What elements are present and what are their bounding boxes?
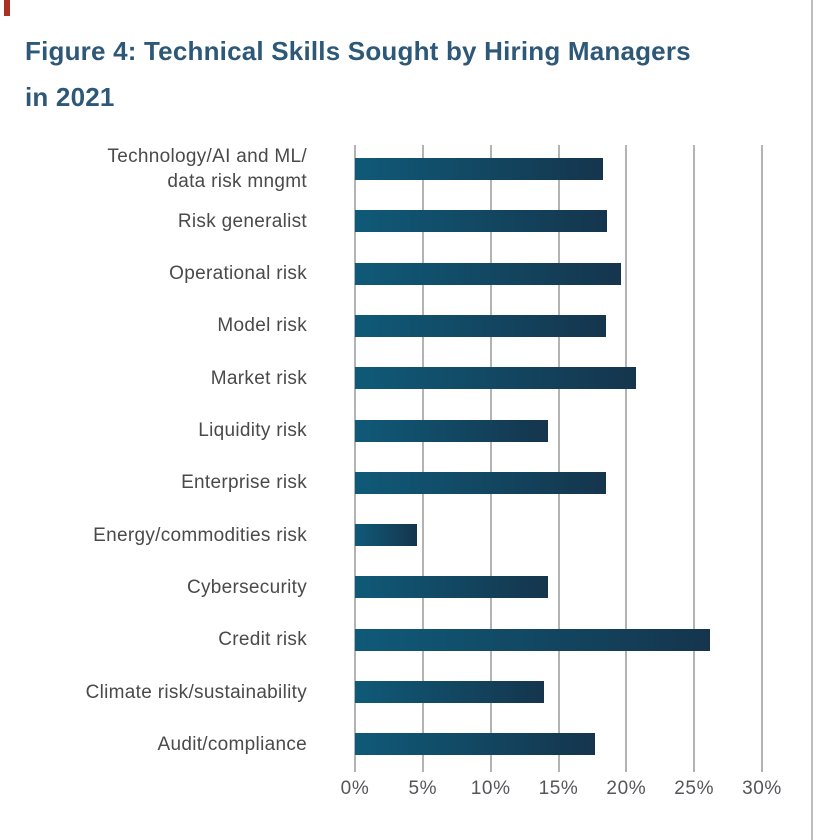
category-label: Market risk [210,367,307,389]
category-label: Operational risk [169,263,307,285]
chart-row: Operational risk [0,248,816,300]
chart-row: Enterprise risk [0,457,816,509]
bar [355,210,608,233]
category-label: Liquidity risk [198,420,307,441]
gridline [354,145,356,772]
x-axis-label: 15% [538,778,579,799]
category-label: Model risk [217,315,307,337]
category-label: Risk generalist [177,210,307,232]
x-axis-label: 10% [470,778,511,799]
chart-row: Model risk [0,300,816,352]
gridline [625,145,628,772]
bar [355,681,544,703]
gridline [557,145,560,772]
bar [355,628,711,651]
category-label: Cybersecurity [186,576,307,598]
x-axis-label: 20% [606,778,647,799]
category-label: Enterprise risk [181,472,307,494]
bar [355,576,548,599]
gridline [489,145,492,772]
x-axis-label: 5% [408,778,438,799]
figure-title-line2: in 2021 [25,82,115,112]
chart-row: Liquidity risk [0,405,816,457]
category-label: Energy/commodities risk [93,524,307,546]
chart-row: Climate risk/sustainability [0,666,816,718]
gridline [761,145,763,772]
category-label: Credit risk [218,629,307,651]
category-label: Climate risk/sustainability [85,681,307,703]
chart-row: Audit/compliance [0,718,816,770]
bar [355,158,604,180]
figure-title-line1: Figure 4: Technical Skills Sought by Hir… [25,36,691,66]
corner-mark [4,0,10,16]
bar [355,262,621,285]
x-axis-label: 25% [674,778,715,799]
chart-row: Risk generalist [0,195,816,247]
bar [355,733,596,756]
figure-title: Figure 4: Technical Skills Sought by Hir… [25,28,691,120]
x-axis: 0% 5% 10% 15% 20% 25% 30% [341,778,782,804]
bar [355,471,606,494]
x-axis-label: 0% [340,778,370,799]
gridline [693,145,696,772]
gridline [421,145,424,772]
bar [355,524,418,547]
x-axis-label: 30% [742,778,782,799]
chart-row: Cybersecurity [0,561,816,613]
chart-row: Market risk [0,352,816,404]
bar [355,419,548,442]
bar [355,314,606,337]
category-label: Technology/AI and ML/ data risk mngmt [107,146,307,192]
chart-row: Credit risk [0,614,816,666]
chart-row: Technology/AI and ML/ data risk mngmt [0,143,816,195]
page-border [811,0,813,840]
bar [355,367,636,390]
chart-row: Energy/commodities risk [0,509,816,561]
category-label: Audit/compliance [157,733,307,755]
plot-grid [354,145,763,772]
